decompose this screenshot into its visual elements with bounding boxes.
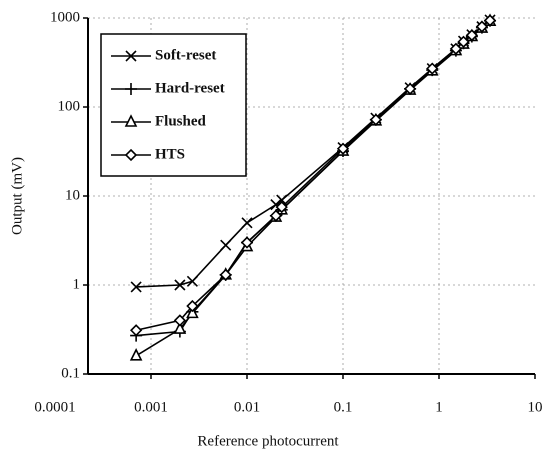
marker bbox=[129, 324, 143, 337]
marker bbox=[125, 83, 137, 95]
marker bbox=[275, 200, 288, 214]
legend-label: Flushed bbox=[155, 113, 207, 129]
x-tick-label: 0.01 bbox=[234, 399, 260, 415]
marker bbox=[240, 236, 254, 249]
x-tick-label: 0.1 bbox=[334, 399, 353, 415]
marker bbox=[449, 42, 463, 55]
x-tick-label: 0.001 bbox=[134, 399, 168, 415]
legend-label: Soft-reset bbox=[155, 47, 216, 63]
marker bbox=[173, 314, 187, 327]
marker bbox=[403, 82, 417, 95]
marker bbox=[129, 348, 143, 361]
marker bbox=[426, 62, 439, 75]
y-tick-label: 1 bbox=[73, 276, 81, 292]
marker bbox=[336, 142, 350, 155]
marker bbox=[483, 14, 497, 27]
marker bbox=[457, 35, 470, 48]
marker bbox=[241, 217, 253, 229]
marker bbox=[130, 281, 142, 293]
marker bbox=[186, 305, 199, 319]
x-tick-label: 10 bbox=[528, 399, 543, 415]
legend-box bbox=[100, 33, 247, 177]
y-tick-label: 0.1 bbox=[61, 365, 80, 381]
marker bbox=[369, 113, 383, 126]
marker bbox=[174, 279, 186, 291]
x-tick-label: 0.0001 bbox=[34, 399, 75, 415]
legend-label: Hard-reset bbox=[155, 80, 225, 96]
y-tick-label: 100 bbox=[58, 98, 81, 114]
marker bbox=[124, 148, 138, 162]
marker bbox=[220, 239, 232, 251]
marker bbox=[186, 275, 198, 287]
x-axis-label: Reference photocurrent bbox=[197, 433, 339, 449]
x-tick-label: 1 bbox=[435, 399, 443, 415]
y-axis-label: Output (mV) bbox=[9, 157, 25, 235]
marker bbox=[219, 268, 232, 281]
marker bbox=[173, 321, 187, 334]
y-tick-label: 10 bbox=[65, 187, 80, 203]
legend-label: HTS bbox=[155, 146, 185, 162]
marker bbox=[475, 20, 489, 33]
marker bbox=[125, 50, 137, 62]
marker bbox=[269, 209, 283, 222]
marker bbox=[124, 114, 138, 127]
marker bbox=[186, 299, 199, 313]
y-tick-label: 1000 bbox=[50, 9, 80, 25]
marker bbox=[465, 29, 479, 42]
series-line bbox=[135, 19, 491, 332]
